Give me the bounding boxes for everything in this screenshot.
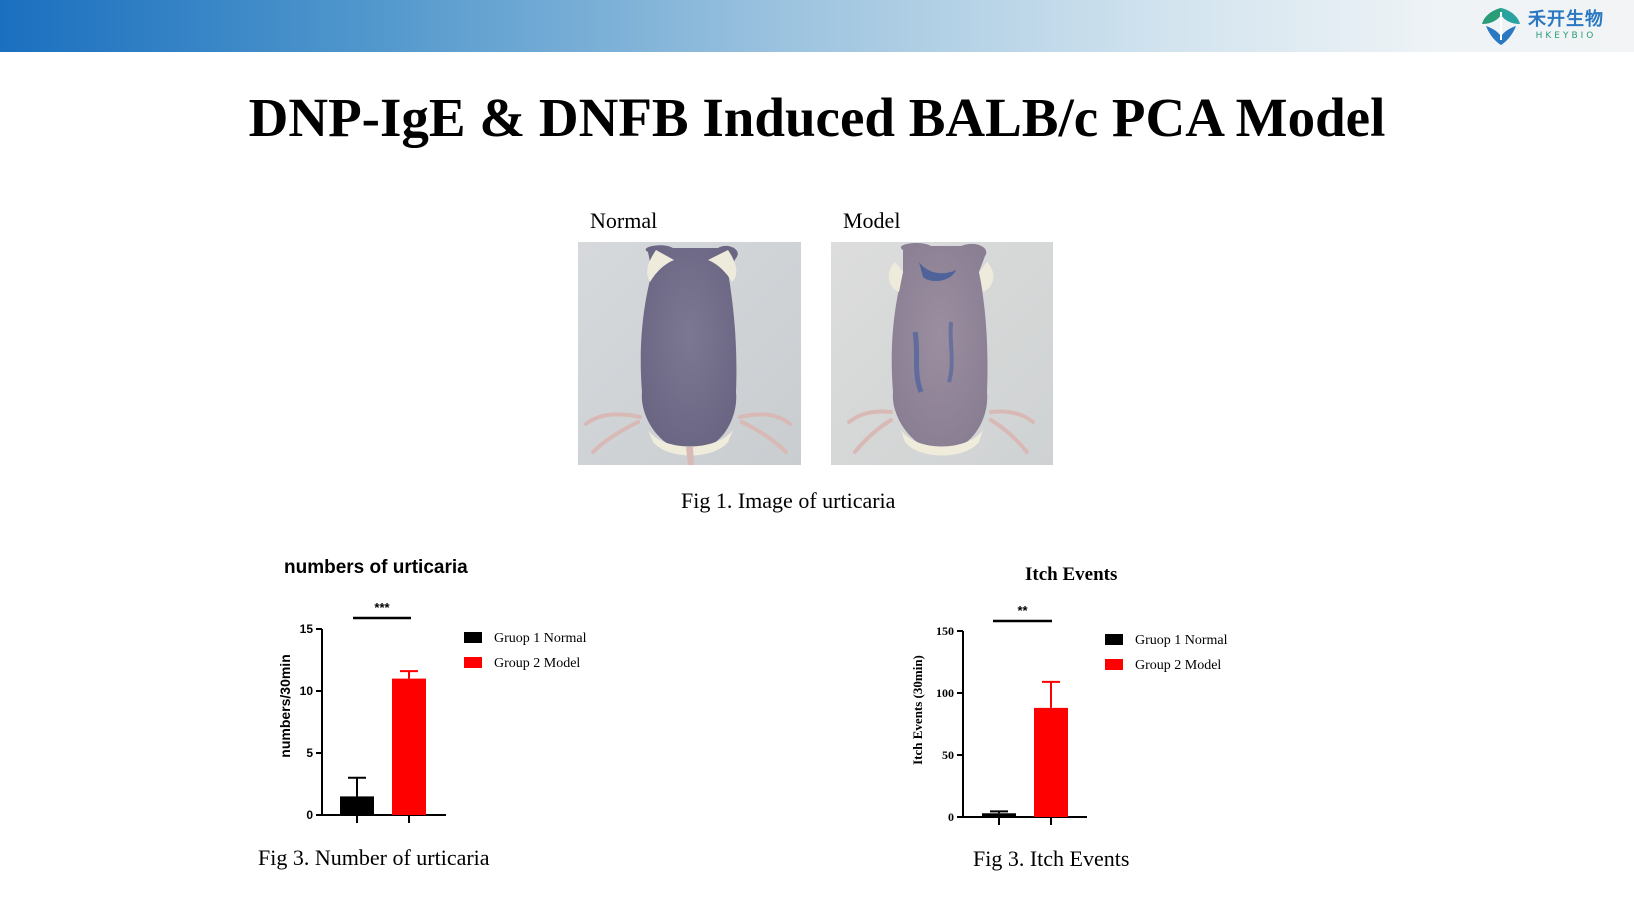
fig3b-caption: Fig 3. Itch Events	[973, 846, 1130, 871]
chart-urticaria-svg: numbers of urticaria numbers/30min 0 5 10 1…	[277, 557, 587, 823]
significance-label: **	[1017, 603, 1028, 618]
y-tick-label: 10	[300, 684, 314, 698]
legend-label: Gruop 1 Normal	[1135, 633, 1228, 648]
y-tick-label: 5	[306, 746, 313, 760]
y-tick-label: 15	[300, 622, 314, 636]
legend-label: Group 2 Model	[1135, 658, 1221, 673]
company-logo: 禾开生物 HKEYBIO	[1480, 4, 1604, 48]
significance-label: ***	[374, 600, 390, 615]
chart-itch-svg: Itch Events Itch Events (30min) 0 50 100 15…	[910, 564, 1228, 825]
bar-model	[392, 678, 426, 815]
y-tick-label: 0	[306, 808, 313, 822]
chart-itch-events: Itch Events Itch Events (30min) 0 50 100 15…	[900, 556, 1260, 836]
legend-swatch	[1105, 659, 1123, 670]
photo-label-normal: Normal	[590, 208, 658, 233]
header-bar: 禾开生物 HKEYBIO	[0, 0, 1634, 52]
photo-normal-mouse	[578, 242, 801, 465]
y-tick-label: 150	[936, 624, 954, 638]
photo-model-mouse	[831, 242, 1053, 465]
legend-label: Gruop 1 Normal	[494, 631, 587, 646]
logo-leaf-icon	[1482, 8, 1520, 45]
fig3a-caption: Fig 3. Number of urticaria	[258, 845, 490, 870]
bar-model	[1034, 707, 1068, 817]
legend-swatch	[1105, 634, 1123, 645]
legend-swatch	[464, 657, 482, 668]
chart-ylabel: Itch Events (30min)	[910, 655, 925, 765]
y-tick-label: 0	[948, 810, 954, 824]
logo-cn-text: 禾开生物	[1528, 9, 1604, 30]
legend-swatch	[464, 632, 482, 643]
chart-ylabel: numbers/30min	[277, 654, 293, 757]
bar-normal	[340, 796, 374, 815]
chart-urticaria: numbers of urticaria numbers/30min 0 5 10 1…	[270, 556, 630, 836]
page-title: DNP-IgE & DNFB Induced BALB/c PCA Model	[248, 87, 1386, 148]
photo-label-model: Model	[843, 208, 901, 233]
logo-en-text: HKEYBIO	[1535, 31, 1597, 41]
bar-normal	[982, 813, 1016, 817]
chart-title: Itch Events	[1025, 564, 1117, 585]
chart-title: numbers of urticaria	[284, 557, 468, 578]
y-tick-label: 100	[936, 686, 954, 700]
y-tick-label: 50	[942, 748, 954, 762]
legend-label: Group 2 Model	[494, 656, 580, 671]
fig1-caption: Fig 1. Image of urticaria	[681, 488, 896, 513]
